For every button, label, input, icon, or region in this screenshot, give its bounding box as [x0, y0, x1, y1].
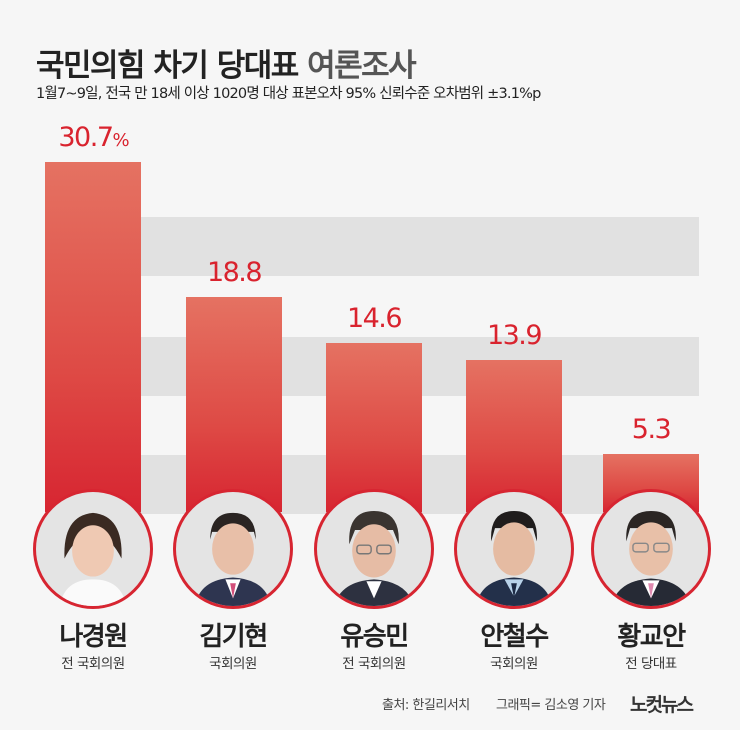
bar-kimgihyun: [186, 297, 282, 512]
candidate-role: 전 국회의원: [61, 656, 125, 672]
value-label: 18.8: [206, 257, 263, 288]
candidate-name: 나경원: [59, 622, 128, 652]
candidate-role: 전 당대표: [625, 656, 677, 672]
title-main: 국민의힘 차기 당대표: [36, 48, 299, 84]
graphic-credit: 그래픽= 김소영 기자: [496, 698, 606, 713]
candidate-name: 안철수: [480, 622, 549, 652]
nocut-news-logo: 노컷뉴스: [630, 694, 694, 716]
source-credit: 출처: 한길리서치: [382, 698, 470, 713]
avatar-portrait-icon: [33, 489, 153, 609]
candidate-role: 전 국회의원: [342, 656, 406, 672]
candidate-name: 유승민: [340, 622, 409, 652]
value-label: 30.7%: [58, 122, 130, 153]
survey-subtitle: 1월7~9일, 전국 만 18세 이상 1020명 대상 표본오차 95% 신뢰…: [36, 86, 541, 102]
avatar-portrait-icon: [454, 489, 574, 609]
candidate-name: 황교안: [617, 622, 686, 652]
bar-ahncheolsoo: [466, 360, 562, 512]
value-label: 13.9: [486, 320, 543, 351]
value-label: 5.3: [631, 414, 672, 445]
percent-unit: %: [112, 130, 130, 151]
avatar-portrait-icon: [173, 489, 293, 609]
bar-yooseungmin: [326, 343, 422, 512]
value-label: 14.6: [346, 303, 403, 334]
bar-nakyungwon: [45, 162, 141, 512]
candidate-name: 김기현: [199, 622, 268, 652]
title-accent: 여론조사: [307, 48, 417, 84]
page-title: 국민의힘 차기 당대표 여론조사: [36, 40, 417, 85]
avatar-portrait-icon: [314, 489, 434, 609]
candidate-role: 국회의원: [490, 656, 538, 672]
candidate-role: 국회의원: [209, 656, 257, 672]
avatar-portrait-icon: [591, 489, 711, 609]
grid-band: [45, 217, 699, 276]
